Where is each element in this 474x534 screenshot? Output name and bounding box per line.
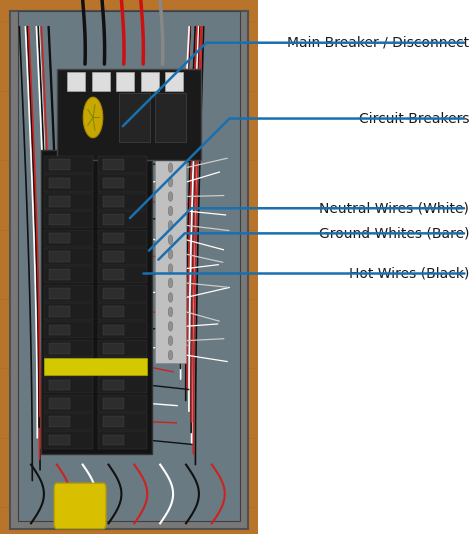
Bar: [41, 150, 153, 454]
Bar: [103, 435, 124, 445]
Bar: [49, 251, 70, 262]
Bar: [165, 72, 183, 91]
Bar: [67, 72, 85, 91]
Circle shape: [168, 235, 173, 245]
Bar: [57, 69, 201, 160]
Bar: [98, 175, 147, 192]
Bar: [49, 417, 70, 427]
Text: Ground Whites (Bare): Ground Whites (Bare): [319, 226, 469, 240]
Bar: [44, 413, 93, 430]
Bar: [44, 285, 93, 302]
Bar: [44, 266, 93, 284]
Circle shape: [168, 163, 173, 172]
Text: Circuit Breakers: Circuit Breakers: [359, 112, 469, 125]
Bar: [98, 285, 147, 302]
Bar: [103, 306, 124, 317]
Bar: [98, 413, 147, 430]
Bar: [49, 178, 70, 189]
Bar: [103, 398, 124, 409]
Bar: [103, 233, 124, 244]
Text: Neutral Wires (White): Neutral Wires (White): [319, 201, 469, 215]
Bar: [98, 193, 147, 210]
Bar: [49, 214, 70, 225]
Bar: [49, 398, 70, 409]
Text: Main Breaker / Disconnect: Main Breaker / Disconnect: [287, 36, 469, 50]
Circle shape: [168, 278, 173, 288]
Circle shape: [168, 350, 173, 360]
Circle shape: [168, 293, 173, 302]
Bar: [103, 214, 124, 225]
Bar: [103, 270, 124, 280]
Bar: [49, 233, 70, 244]
Bar: [103, 196, 124, 207]
Bar: [91, 72, 110, 91]
Bar: [119, 93, 150, 142]
Circle shape: [83, 97, 103, 138]
Bar: [49, 270, 70, 280]
Bar: [103, 380, 124, 390]
Text: Hot Wires (Black): Hot Wires (Black): [349, 266, 469, 280]
Bar: [44, 193, 93, 210]
Circle shape: [168, 206, 173, 216]
Bar: [98, 321, 147, 339]
Bar: [49, 380, 70, 390]
Bar: [141, 72, 159, 91]
Bar: [98, 248, 147, 265]
Circle shape: [168, 249, 173, 259]
Bar: [44, 321, 93, 339]
Bar: [44, 156, 93, 173]
Bar: [49, 159, 70, 170]
Circle shape: [168, 192, 173, 201]
Bar: [98, 431, 147, 449]
Bar: [98, 266, 147, 284]
Bar: [44, 431, 93, 449]
Circle shape: [168, 307, 173, 317]
Bar: [49, 325, 70, 335]
Bar: [44, 358, 147, 375]
Bar: [44, 358, 93, 375]
Bar: [44, 175, 93, 192]
Bar: [103, 343, 124, 354]
Circle shape: [168, 221, 173, 230]
Bar: [44, 376, 93, 394]
Circle shape: [168, 321, 173, 331]
Bar: [49, 288, 70, 299]
Bar: [155, 93, 186, 142]
Bar: [98, 358, 147, 375]
Bar: [98, 395, 147, 412]
Bar: [103, 251, 124, 262]
Circle shape: [168, 264, 173, 273]
Bar: [44, 340, 93, 357]
Bar: [44, 211, 93, 228]
Bar: [49, 435, 70, 445]
Bar: [103, 288, 124, 299]
Bar: [49, 196, 70, 207]
Bar: [155, 150, 186, 363]
Bar: [98, 156, 147, 173]
Bar: [18, 11, 240, 521]
Circle shape: [168, 177, 173, 187]
Bar: [98, 340, 147, 357]
Bar: [103, 159, 124, 170]
Bar: [44, 395, 93, 412]
Bar: [98, 303, 147, 320]
Bar: [49, 306, 70, 317]
Circle shape: [168, 336, 173, 345]
Bar: [44, 248, 93, 265]
Bar: [49, 343, 70, 354]
Bar: [103, 178, 124, 189]
FancyBboxPatch shape: [54, 483, 106, 529]
Bar: [98, 376, 147, 394]
Bar: [103, 417, 124, 427]
Bar: [103, 325, 124, 335]
Bar: [44, 230, 93, 247]
Bar: [98, 230, 147, 247]
Bar: [98, 211, 147, 228]
Bar: [116, 72, 134, 91]
Bar: [44, 303, 93, 320]
